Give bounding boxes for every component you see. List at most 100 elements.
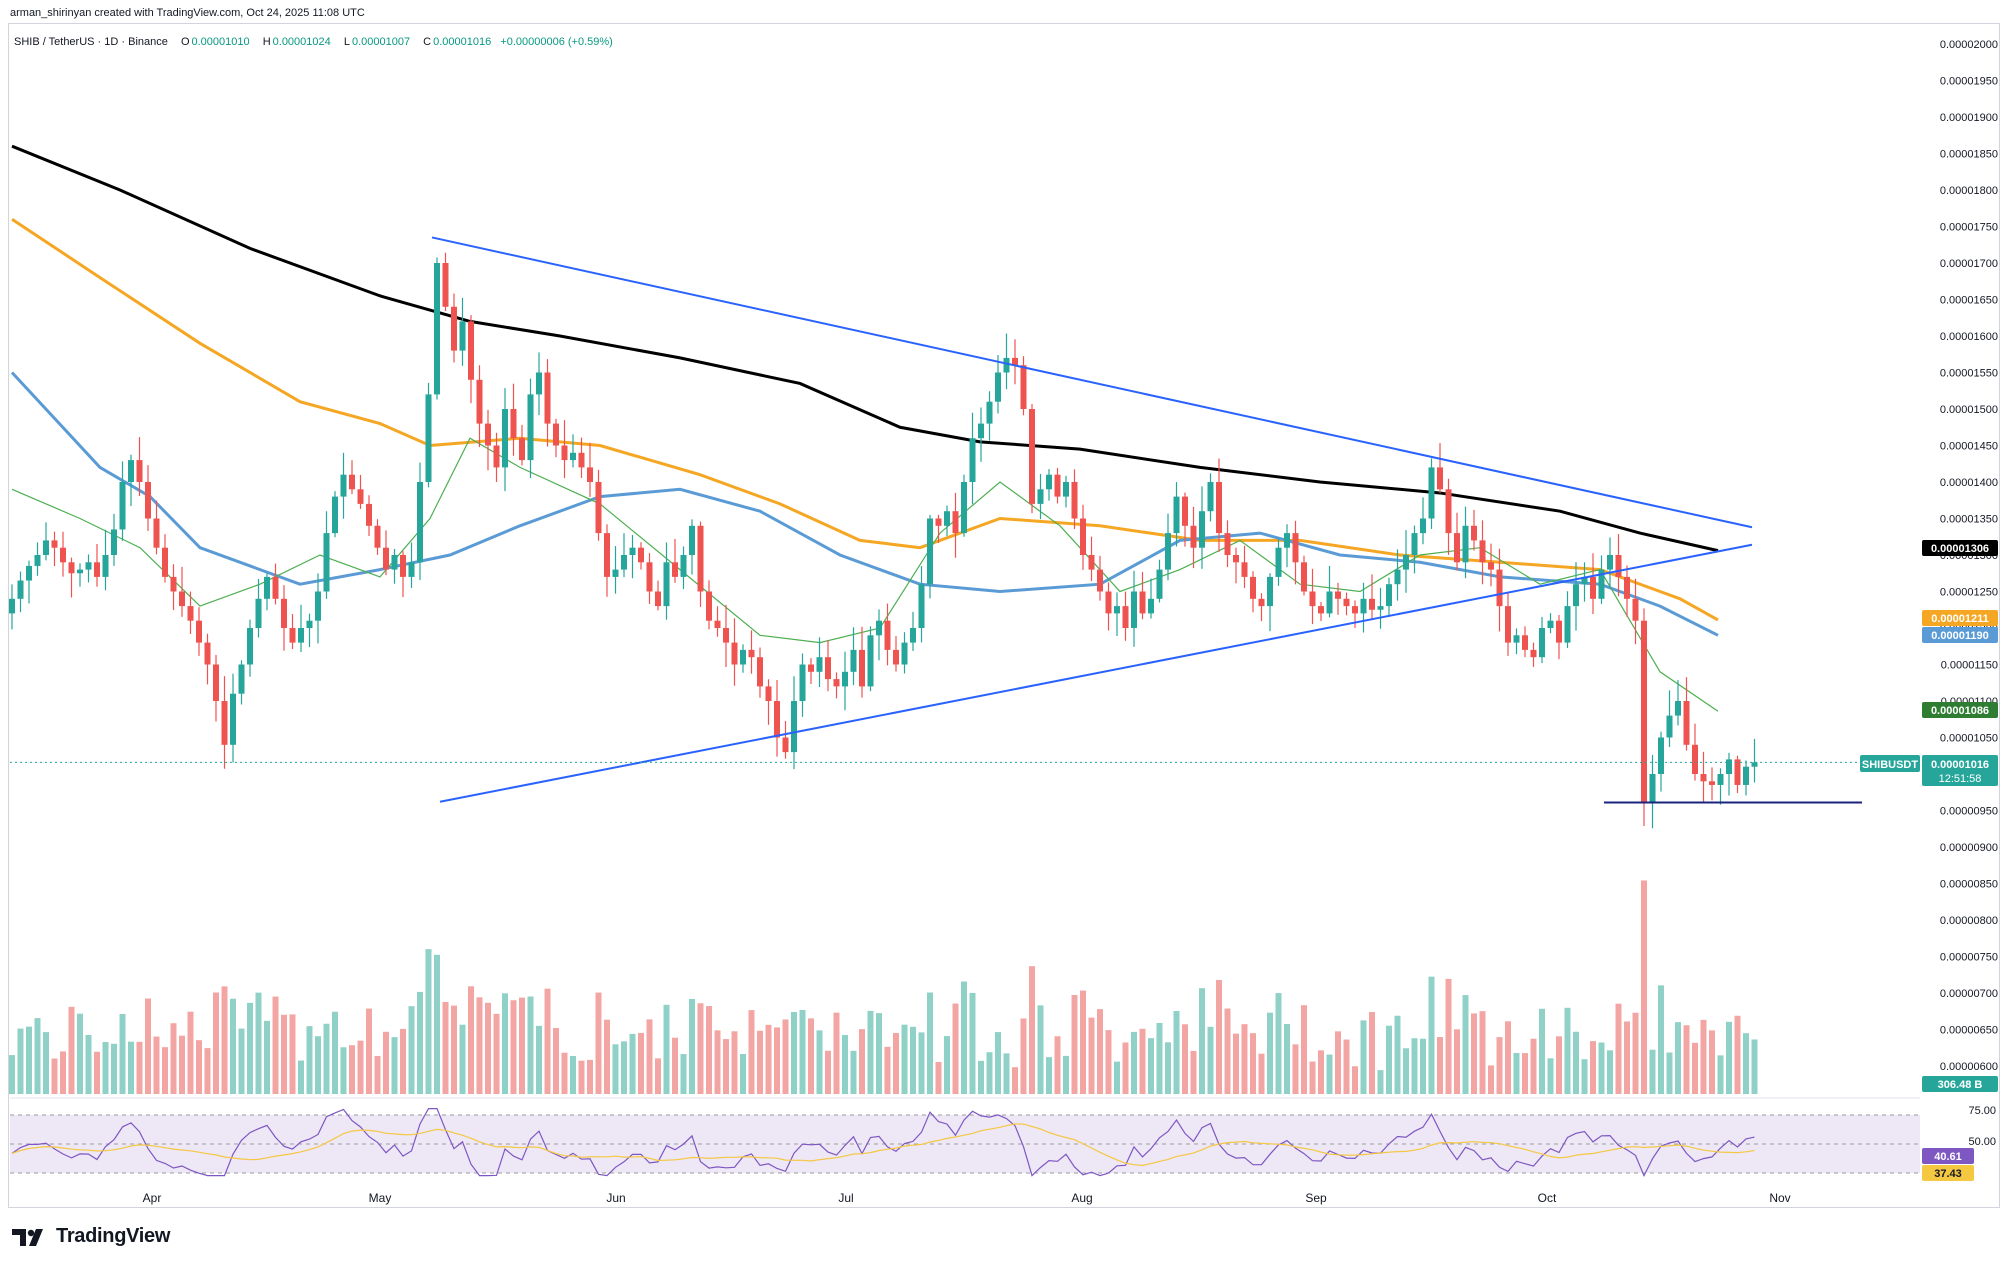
volume-bar (60, 1051, 66, 1094)
volume-bar (1088, 1017, 1095, 1094)
candle-body (1199, 511, 1205, 548)
candle-body (85, 562, 92, 570)
volume-bar (145, 998, 151, 1094)
candle-body (714, 620, 721, 628)
time-tick-label: Nov (1769, 1191, 1790, 1205)
candle-body (833, 679, 840, 687)
candle-body (918, 584, 925, 628)
candle-body (561, 445, 568, 461)
volume-bar (1309, 1061, 1316, 1094)
candle-body (850, 649, 857, 672)
volume-bar (536, 1025, 542, 1094)
candle-body (893, 649, 899, 665)
volume-bar (1012, 1067, 1018, 1094)
ma50-line (10, 371, 1719, 637)
volume-bar (1556, 1036, 1562, 1094)
volume-bar (128, 1041, 134, 1094)
volume-bar (969, 992, 976, 1094)
volume-bar (1675, 1022, 1681, 1094)
volume-bar (298, 1060, 304, 1094)
volume-bar (221, 986, 228, 1094)
candle-body (1207, 482, 1214, 512)
candle-body (170, 576, 177, 592)
candle-body (43, 540, 49, 555)
volume-bar (1709, 1030, 1715, 1094)
volume-bar (978, 1060, 984, 1094)
volume-badge: 306.48 B (1922, 1076, 1998, 1092)
volume-bar (1199, 988, 1205, 1094)
volume-bar (1445, 978, 1452, 1094)
volume-bar (77, 1013, 83, 1094)
candle-body (672, 562, 678, 577)
candle-body (1318, 606, 1324, 614)
candle-body (1343, 598, 1350, 607)
candle-body (493, 445, 500, 468)
volume-bar (723, 1039, 729, 1094)
volume-bar (629, 1033, 636, 1094)
candle-body (1301, 562, 1307, 592)
candle-body (646, 562, 653, 592)
candle-body (60, 547, 66, 563)
volume-bar (1173, 1011, 1180, 1094)
volume-bar (927, 992, 933, 1094)
candle-body (901, 642, 908, 665)
volume-bar (1318, 1050, 1324, 1094)
candle-body (884, 620, 891, 650)
price-tick-label: 0.00001050 (1940, 733, 1998, 745)
volume-bar (119, 1013, 126, 1094)
volume-bar (459, 1024, 466, 1094)
volume-bar (1335, 1031, 1341, 1094)
candle-body (1496, 569, 1503, 607)
price-tick-label: 0.00001950 (1940, 76, 1998, 88)
candle-body (1428, 467, 1435, 519)
volume-bar (910, 1026, 916, 1094)
candle-body (1437, 467, 1443, 490)
volume-bar (1726, 1021, 1732, 1094)
candles (9, 252, 1758, 829)
volume-bar (876, 1013, 882, 1094)
volume-bar (1224, 1008, 1231, 1094)
volume-bar (1190, 1050, 1197, 1094)
chart-frame (8, 23, 2000, 1208)
candle-body (289, 628, 296, 643)
ma200-line (11, 144, 1719, 553)
high-label: H (262, 36, 271, 48)
ticker-badge: SHIBUSDT (1860, 755, 1920, 772)
tradingview-logo[interactable]: TradingView (10, 1225, 170, 1248)
candle-body (1054, 474, 1061, 497)
volume-bar (1496, 1037, 1503, 1094)
ticker-badge-text: SHIBUSDT (1862, 759, 1919, 771)
volume-bar (9, 1055, 15, 1094)
candle-body (570, 452, 576, 461)
candle-body (1284, 533, 1290, 548)
volume-bar (1122, 1042, 1129, 1094)
last-price-badge: 0.00001016 12:51:58 (1922, 755, 1998, 786)
chart-attribution: arman_shirinyan created with TradingView… (10, 7, 365, 19)
candle-body (128, 460, 134, 482)
volume-bar (689, 998, 695, 1094)
candle-body (1233, 555, 1239, 563)
candle-body (1547, 620, 1554, 628)
volume-bar (1658, 985, 1664, 1094)
volume-bar (663, 1004, 670, 1094)
candle-body (204, 642, 211, 665)
volume-bar (1717, 1055, 1724, 1094)
candle-body (1046, 474, 1052, 490)
candle-body (1734, 759, 1741, 785)
candle-body (859, 649, 865, 687)
price-tick-label: 0.00001600 (1940, 331, 1998, 343)
candle-body (1420, 518, 1426, 534)
candle-body (842, 671, 848, 687)
price-tick-label: 0.00000600 (1940, 1061, 1998, 1073)
candle-body (774, 701, 780, 738)
volume-bar (289, 1014, 296, 1094)
candle-body (952, 511, 959, 534)
candle-body (1615, 555, 1622, 577)
candle-body (264, 576, 270, 599)
candle-body (808, 664, 814, 672)
volume-bar (1046, 1057, 1052, 1094)
time-axis: Apr May Jun Jul Aug Sep Oct Nov (143, 1191, 1791, 1205)
volume-bar (1216, 979, 1222, 1094)
volume-bar (332, 1011, 338, 1094)
